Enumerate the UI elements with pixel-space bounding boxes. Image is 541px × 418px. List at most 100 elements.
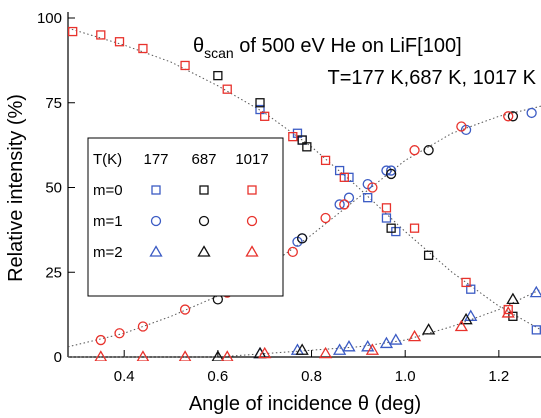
square-marker xyxy=(213,70,223,81)
triangle-marker xyxy=(245,245,259,257)
legend-label: m=0 xyxy=(93,182,123,199)
square-marker xyxy=(531,325,541,335)
square-marker xyxy=(503,304,513,315)
circle-marker xyxy=(503,111,514,122)
circle-marker xyxy=(137,321,149,332)
triangle-marker xyxy=(136,350,150,361)
legend-header: T(K) xyxy=(93,151,122,168)
chart-title: θscan of 500 eV He on LiF[100] xyxy=(193,35,462,61)
triangle-marker xyxy=(361,340,375,352)
title-symbol: θ xyxy=(193,35,204,57)
legend: T(K) 177 687 1017 m=0 m=1 m=2 xyxy=(87,137,284,297)
y-tick-label: 100 xyxy=(37,10,62,27)
circle-marker xyxy=(114,328,125,339)
square-marker xyxy=(386,223,396,233)
circle-marker xyxy=(179,304,191,315)
y-tick-label: 75 xyxy=(45,95,62,112)
triangle-marker xyxy=(94,350,108,361)
triangle-marker xyxy=(389,333,403,345)
square-marker xyxy=(297,135,307,145)
circle-marker xyxy=(95,334,106,346)
circle-marker xyxy=(526,107,537,119)
circle-marker xyxy=(320,212,331,224)
circle-marker xyxy=(198,215,210,227)
square-marker xyxy=(96,30,106,40)
square-marker xyxy=(466,284,476,294)
triangle-marker xyxy=(197,245,211,257)
y-tick-label: 50 xyxy=(45,180,62,197)
square-marker xyxy=(320,155,331,166)
square-marker xyxy=(363,193,373,203)
x-tick-label: 1.2 xyxy=(488,368,509,385)
triangle-marker xyxy=(501,306,515,318)
circle-marker xyxy=(246,215,258,227)
square-marker xyxy=(255,104,265,115)
triangle-marker xyxy=(342,340,356,352)
circle-marker xyxy=(507,111,519,122)
triangle-marker xyxy=(365,343,380,355)
square-marker xyxy=(381,213,392,223)
circle-marker xyxy=(385,168,397,180)
square-marker xyxy=(461,277,471,288)
circle-marker xyxy=(343,192,355,203)
triangle-marker xyxy=(295,343,309,355)
triangle-marker xyxy=(506,292,520,305)
y-tick-label: 0 xyxy=(54,349,62,366)
triangle-marker xyxy=(149,245,163,257)
circle-marker xyxy=(287,246,298,258)
square-marker xyxy=(302,142,312,152)
fit-curve xyxy=(68,105,541,348)
triangle-marker xyxy=(464,309,478,321)
triangle-marker xyxy=(459,312,473,325)
x-axis-label: Angle of incidence θ (deg) xyxy=(189,393,421,415)
chart-subtitle: T=177 K,687 K, 1017 K xyxy=(328,67,537,89)
square-marker xyxy=(381,203,392,213)
square-marker xyxy=(180,60,190,71)
triangle-marker xyxy=(211,350,225,361)
fit-curve xyxy=(68,27,541,331)
square-marker xyxy=(288,131,298,142)
legend-label: m=1 xyxy=(93,213,123,230)
triangle-marker xyxy=(421,323,436,335)
square-marker xyxy=(409,223,420,233)
y-tick-label: 25 xyxy=(45,264,62,281)
circle-marker xyxy=(409,145,420,156)
circle-marker xyxy=(385,165,397,176)
square-marker xyxy=(423,250,434,260)
circle-marker xyxy=(339,199,350,210)
triangle-marker xyxy=(220,350,234,361)
circle-marker xyxy=(367,182,378,193)
square-marker xyxy=(138,43,148,54)
legend-temperature: 1017 xyxy=(235,151,268,168)
square-marker xyxy=(222,84,232,94)
circle-marker xyxy=(297,233,308,244)
y-axis-label: Relative intensity (%) xyxy=(5,94,27,282)
triangle-marker xyxy=(529,285,541,298)
triangle-marker xyxy=(407,329,422,342)
x-tick-label: 0.8 xyxy=(301,368,322,385)
triangle-marker xyxy=(454,319,469,332)
plot-area xyxy=(68,26,541,361)
legend-temperature: 177 xyxy=(143,151,168,168)
square-marker xyxy=(260,111,270,121)
title-subscript: scan xyxy=(204,45,234,61)
triangle-marker xyxy=(178,350,192,361)
square-marker xyxy=(339,172,349,182)
square-marker xyxy=(255,98,265,108)
triangle-marker xyxy=(318,346,333,359)
circle-marker xyxy=(150,215,162,227)
square-marker xyxy=(68,26,78,37)
legend-temperature: 687 xyxy=(191,151,216,168)
square-marker xyxy=(199,185,209,195)
circle-marker xyxy=(456,121,467,132)
triangle-marker xyxy=(332,343,347,355)
x-tick-label: 0.6 xyxy=(207,368,228,385)
square-marker xyxy=(334,165,345,176)
triangle-marker xyxy=(258,346,272,359)
square-marker xyxy=(344,172,354,182)
square-marker xyxy=(247,185,257,195)
x-tick-label: 0.4 xyxy=(114,368,135,385)
circle-marker xyxy=(423,145,434,156)
